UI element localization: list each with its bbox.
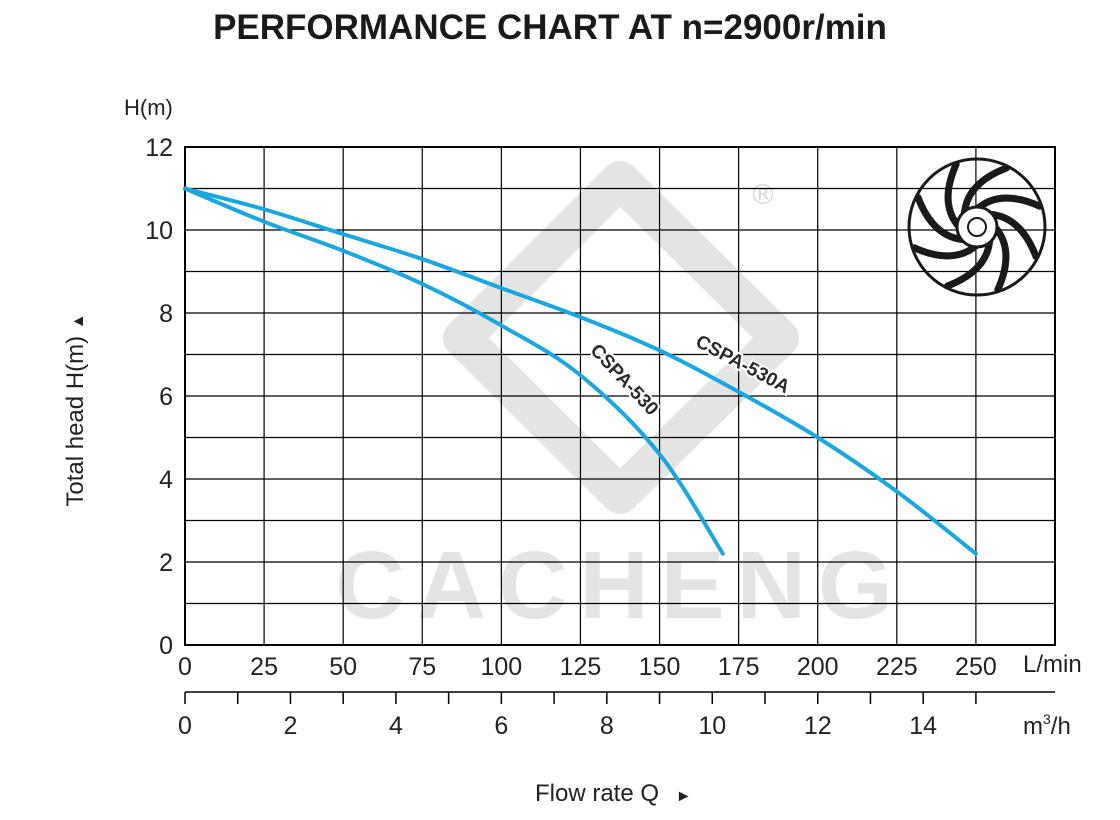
x-unit-secondary-base: m <box>1023 713 1043 740</box>
watermark-text: CACHENG <box>335 532 904 639</box>
x-tick-label: 100 <box>481 653 523 681</box>
y-tick-label: 12 <box>145 134 173 162</box>
impeller-vane <box>973 194 1044 213</box>
secondary-x-tick-label: 12 <box>804 712 832 740</box>
y-axis-arrow: ▲ <box>70 313 87 330</box>
axis-ticks: 0 2 4 6 8 10 12 0 25 50 75 100 125 150 175 200 225 250 0 2 4… <box>145 134 1055 740</box>
y-tick-label: 4 <box>159 466 173 494</box>
impeller-vane <box>986 210 1040 261</box>
x-unit-secondary: m3/h <box>1023 711 1071 741</box>
chart-title: PERFORMANCE CHART AT n=2900r/min <box>213 8 887 47</box>
x-unit-secondary-sup: 3 <box>1043 711 1051 727</box>
plot-frame <box>184 146 1056 646</box>
secondary-x-tick-label: 10 <box>698 712 726 740</box>
secondary-x-tick-label: 14 <box>909 712 937 740</box>
series-label: CSPA-530 <box>586 340 662 420</box>
x-axis-arrow: ► <box>675 788 692 805</box>
y-tick-label: 10 <box>145 217 173 245</box>
y-tick-label: 6 <box>159 383 173 411</box>
x-tick-label: 50 <box>329 653 357 681</box>
impeller-hub <box>955 205 999 249</box>
impeller-vane <box>914 193 968 244</box>
impeller-icon <box>907 157 1047 297</box>
series-line <box>183 186 725 556</box>
secondary-x-tick-label: 2 <box>284 712 298 740</box>
chart-grid <box>184 146 1056 646</box>
secondary-x-tick-label: 0 <box>178 712 192 740</box>
x-tick-label: 225 <box>876 653 918 681</box>
x-tick-label: 0 <box>178 653 192 681</box>
secondary-x-tick-label: 6 <box>494 712 508 740</box>
x-tick-label: 25 <box>250 653 278 681</box>
impeller-rim <box>907 157 1047 297</box>
x-tick-label: 150 <box>639 653 681 681</box>
y-tick-label: 0 <box>159 632 173 660</box>
registered-mark: ® <box>749 178 777 211</box>
impeller-shaft <box>967 217 987 237</box>
impeller-vane <box>960 164 1011 218</box>
watermark-logo-diamond <box>443 161 799 514</box>
x-tick-label: 75 <box>408 653 436 681</box>
y-axis-label: Total head H(m) ▲ <box>62 313 90 506</box>
secondary-x-tick-label: 4 <box>389 712 403 740</box>
y-unit: H(m) <box>124 95 173 120</box>
impeller-vane <box>944 160 963 231</box>
curves <box>183 186 978 556</box>
y-tick-label: 2 <box>159 549 173 577</box>
x-unit-secondary-tail: /h <box>1050 713 1071 740</box>
y-axis-label-text: Total head H(m) <box>62 335 89 507</box>
x-axis-label-text: Flow rate Q <box>535 780 660 807</box>
impeller-vane <box>910 241 981 260</box>
y-tick-label: 8 <box>159 300 173 328</box>
x-tick-label: 125 <box>560 653 602 681</box>
x-tick-label: 250 <box>955 653 997 681</box>
x-tick-label: 200 <box>797 653 839 681</box>
x-axis-label: Flow rate Q ► <box>535 780 692 808</box>
impeller-vane <box>943 236 994 290</box>
impeller-vane <box>991 223 1010 294</box>
x-tick-label: 175 <box>718 653 760 681</box>
series-line <box>183 186 978 556</box>
secondary-x-tick-label: 8 <box>600 712 614 740</box>
x-unit-primary: L/min <box>1023 651 1082 678</box>
watermark: CACHENG ® <box>335 161 904 639</box>
